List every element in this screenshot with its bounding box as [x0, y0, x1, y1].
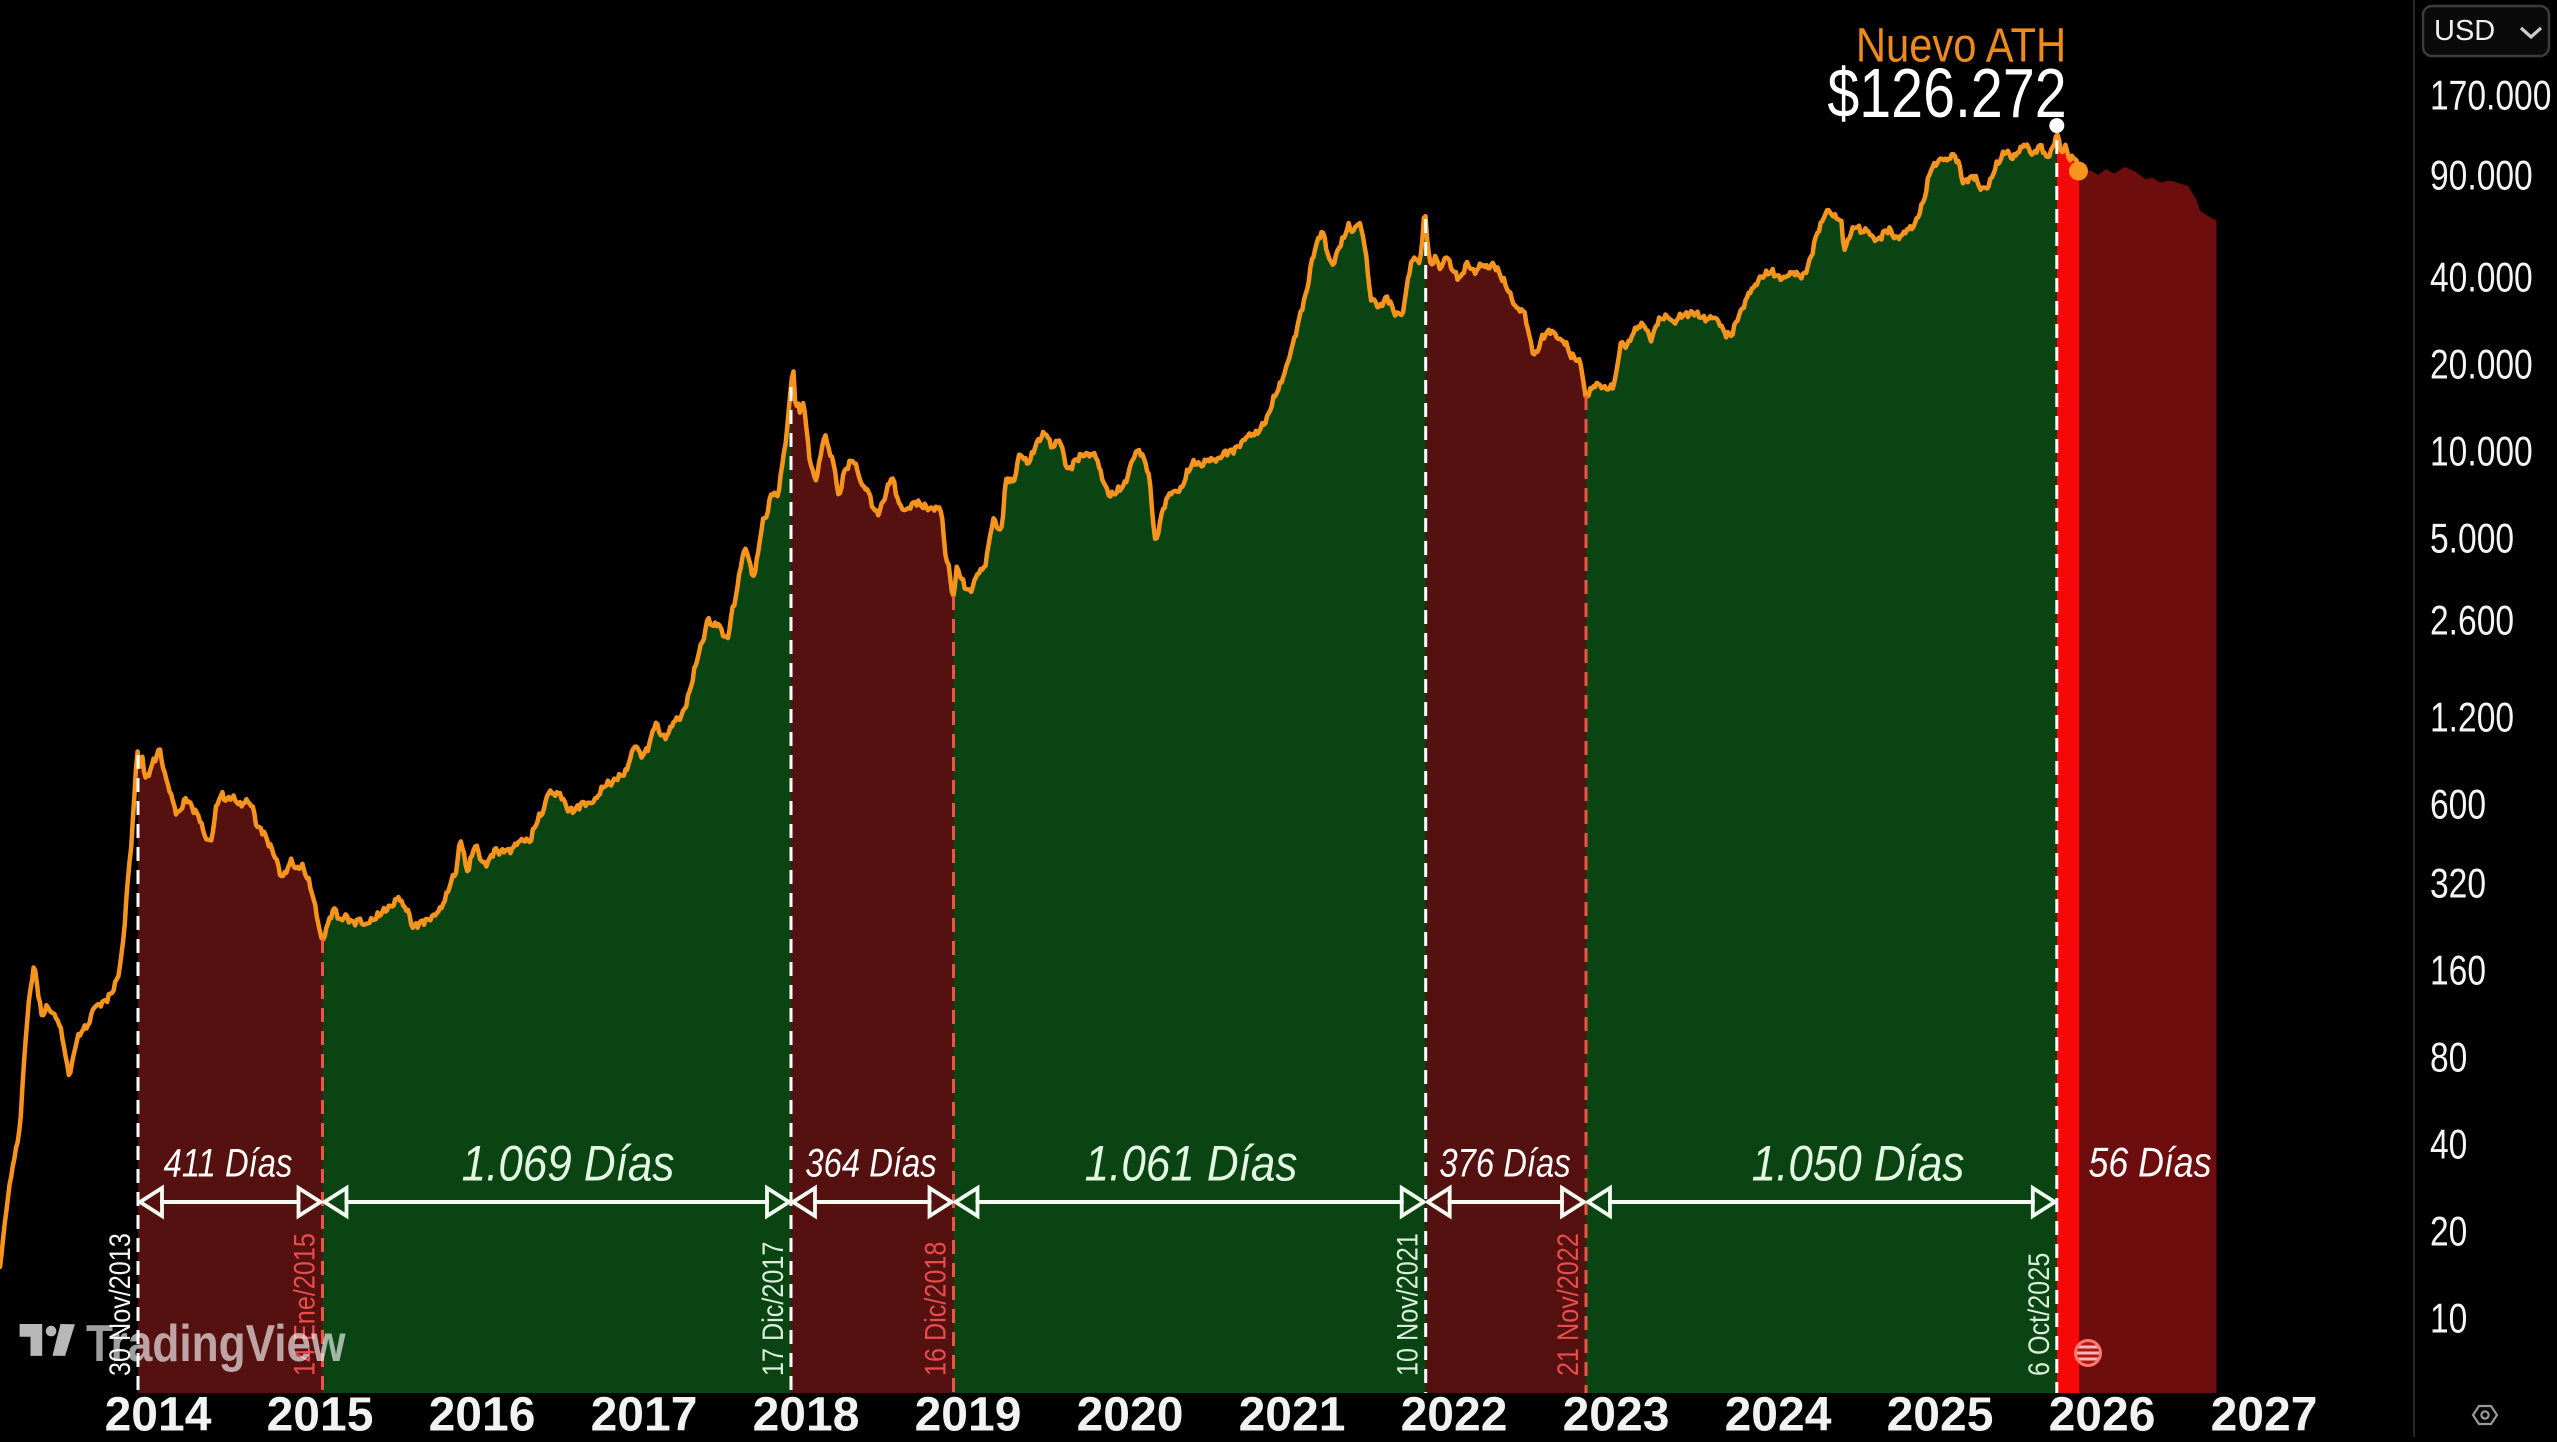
svg-text:TradingView: TradingView — [86, 1315, 346, 1373]
svg-text:2026: 2026 — [2049, 1389, 2156, 1438]
svg-text:20.000: 20.000 — [2430, 342, 2533, 388]
svg-text:14 Ene/2015: 14 Ene/2015 — [287, 1233, 321, 1376]
svg-text:600: 600 — [2430, 782, 2486, 828]
svg-text:90.000: 90.000 — [2430, 153, 2533, 199]
svg-text:5.000: 5.000 — [2430, 516, 2514, 562]
svg-text:170.000: 170.000 — [2430, 73, 2551, 119]
svg-text:$126.272: $126.272 — [1827, 54, 2066, 133]
svg-text:2016: 2016 — [429, 1389, 536, 1438]
svg-text:2023: 2023 — [1563, 1389, 1670, 1438]
svg-text:Nuevo ATH: Nuevo ATH — [1856, 18, 2066, 72]
svg-text:10: 10 — [2430, 1296, 2467, 1342]
svg-text:6 Oct/2025: 6 Oct/2025 — [2022, 1253, 2056, 1376]
svg-text:2024: 2024 — [1725, 1389, 1832, 1438]
svg-text:320: 320 — [2430, 861, 2486, 907]
svg-text:411 Días: 411 Días — [164, 1141, 293, 1186]
svg-text:2025: 2025 — [1887, 1389, 1994, 1438]
svg-text:10.000: 10.000 — [2430, 429, 2533, 475]
svg-text:80: 80 — [2430, 1035, 2467, 1081]
svg-text:160: 160 — [2430, 948, 2486, 994]
svg-text:1.050 Días: 1.050 Días — [1752, 1135, 1965, 1191]
svg-text:16 Dic/2018: 16 Dic/2018 — [918, 1242, 952, 1376]
svg-text:364 Días: 364 Días — [805, 1141, 936, 1186]
svg-text:2017: 2017 — [591, 1389, 698, 1438]
svg-text:2020: 2020 — [1077, 1389, 1184, 1438]
svg-text:2018: 2018 — [753, 1389, 860, 1438]
svg-text:30 Nov/2013: 30 Nov/2013 — [103, 1233, 137, 1376]
svg-text:2.600: 2.600 — [2430, 598, 2514, 644]
svg-text:21 Nov/2022: 21 Nov/2022 — [1551, 1233, 1585, 1376]
svg-text:2019: 2019 — [915, 1389, 1022, 1438]
svg-text:2015: 2015 — [267, 1389, 374, 1438]
svg-text:2022: 2022 — [1401, 1389, 1508, 1438]
svg-text:1.200: 1.200 — [2430, 695, 2514, 741]
svg-text:1.061 Días: 1.061 Días — [1085, 1135, 1298, 1191]
svg-text:20: 20 — [2430, 1209, 2467, 1255]
svg-text:376 Días: 376 Días — [1439, 1141, 1570, 1186]
svg-text:17 Dic/2017: 17 Dic/2017 — [756, 1242, 790, 1376]
svg-text:40.000: 40.000 — [2430, 255, 2533, 301]
svg-text:USD: USD — [2434, 15, 2495, 47]
svg-text:1.069 Días: 1.069 Días — [462, 1135, 675, 1191]
svg-text:2027: 2027 — [2211, 1389, 2318, 1438]
svg-text:2014: 2014 — [105, 1389, 212, 1438]
svg-text:40: 40 — [2430, 1122, 2467, 1168]
svg-text:56 Días: 56 Días — [2088, 1140, 2211, 1186]
svg-text:10 Nov/2021: 10 Nov/2021 — [1391, 1233, 1425, 1376]
svg-text:2021: 2021 — [1239, 1389, 1346, 1438]
